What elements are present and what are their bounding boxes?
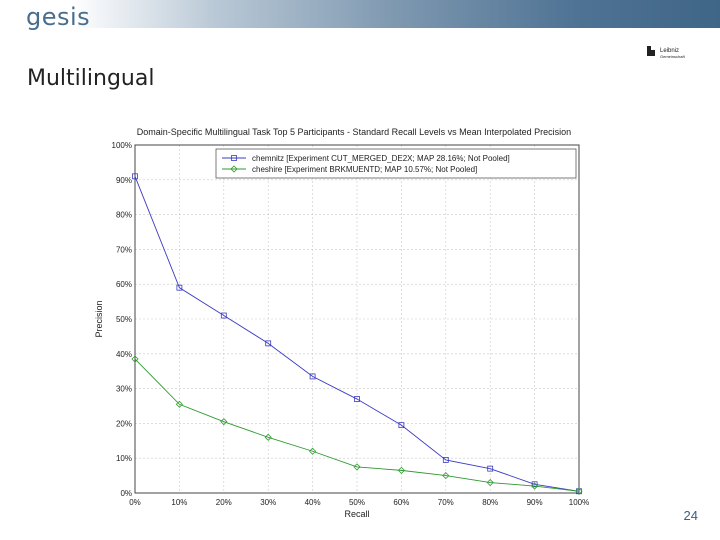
precision-recall-chart: Domain-Specific Multilingual Task Top 5 … [88,118,608,518]
x-axis-label: Recall [344,509,369,518]
data-point-square [132,173,138,180]
data-point-diamond [575,487,583,495]
x-tick-label: 80% [482,498,498,507]
header-bar [0,0,720,28]
y-tick-label: 90% [116,176,132,185]
data-point-diamond [264,433,272,441]
y-tick-label: 100% [112,141,132,150]
y-tick-label: 10% [116,454,132,463]
data-point-square [354,396,360,402]
data-point-diamond [131,355,139,363]
legend-entry: chemnitz [Experiment CUT_MERGED_DE2X; MA… [252,154,510,163]
data-point-square [265,340,272,347]
legend-entry: cheshire [Experiment BRKMUENTD; MAP 10.5… [252,165,477,174]
x-tick-label: 50% [349,498,365,507]
chart-legend: chemnitz [Experiment CUT_MERGED_DE2X; MA… [215,148,577,179]
series-line-1 [134,176,580,492]
data-point-square [176,284,183,291]
chart-grid [135,145,579,493]
legend-box [215,148,577,179]
data-point-square [531,481,538,488]
y-tick-label: 20% [116,419,132,428]
x-tick-label: 0% [129,498,141,507]
data-point-diamond [220,418,228,426]
slide-title: Multilingual [27,66,155,91]
data-point-square [487,465,494,472]
data-point-diamond [175,400,183,408]
data-point-square [309,373,316,380]
y-tick-label: 50% [116,315,132,324]
x-tick-label: 70% [438,498,454,507]
chart-background [88,118,608,518]
x-tick-label: 30% [260,498,276,507]
y-tick-label: 40% [116,350,132,359]
legend-marker-square [231,155,237,161]
y-tick-label: 0% [120,489,132,498]
leibniz-mark-icon-part [651,50,655,56]
x-tick-label: 60% [393,498,409,507]
x-tick-label: 10% [171,498,187,507]
leibniz-mark-icon [647,46,651,56]
x-tick-label: 40% [305,498,321,507]
series-line-2 [134,358,580,492]
y-tick-label: 60% [116,280,132,289]
chart-series [131,173,583,495]
y-axis-label: Precision [94,300,104,337]
x-tick-label: 90% [527,498,543,507]
y-tick-label: 30% [116,385,132,394]
page-number: 24 [683,508,698,523]
leibniz-logo: Leibniz Gemeinschaft [647,46,686,59]
x-tick-label: 100% [569,498,589,507]
leibniz-logo-line2: Gemeinschaft [660,54,686,59]
y-tick-label: 80% [116,211,132,220]
data-point-square [398,422,405,429]
x-tick-label: 20% [216,498,232,507]
data-point-square [220,312,227,319]
data-point-diamond [353,463,361,471]
data-point-diamond [397,466,405,474]
data-point-square [442,457,449,463]
chart-title: Domain-Specific Multilingual Task Top 5 … [137,127,571,137]
chart-ticks: 0%0% 10% 10% 20% 20% 30% 30% 40% 40% 50% 50% 60% 60%… [112,141,590,507]
data-point-diamond [531,482,539,490]
data-point-diamond [442,472,450,480]
plot-frame [134,144,580,494]
gesis-logo: gesis [26,3,91,31]
data-point-diamond [486,478,494,487]
y-tick-label: 70% [116,245,132,254]
leibniz-logo-line1: Leibniz [660,48,679,54]
legend-marker-diamond [230,165,238,173]
data-point-diamond [309,447,317,455]
